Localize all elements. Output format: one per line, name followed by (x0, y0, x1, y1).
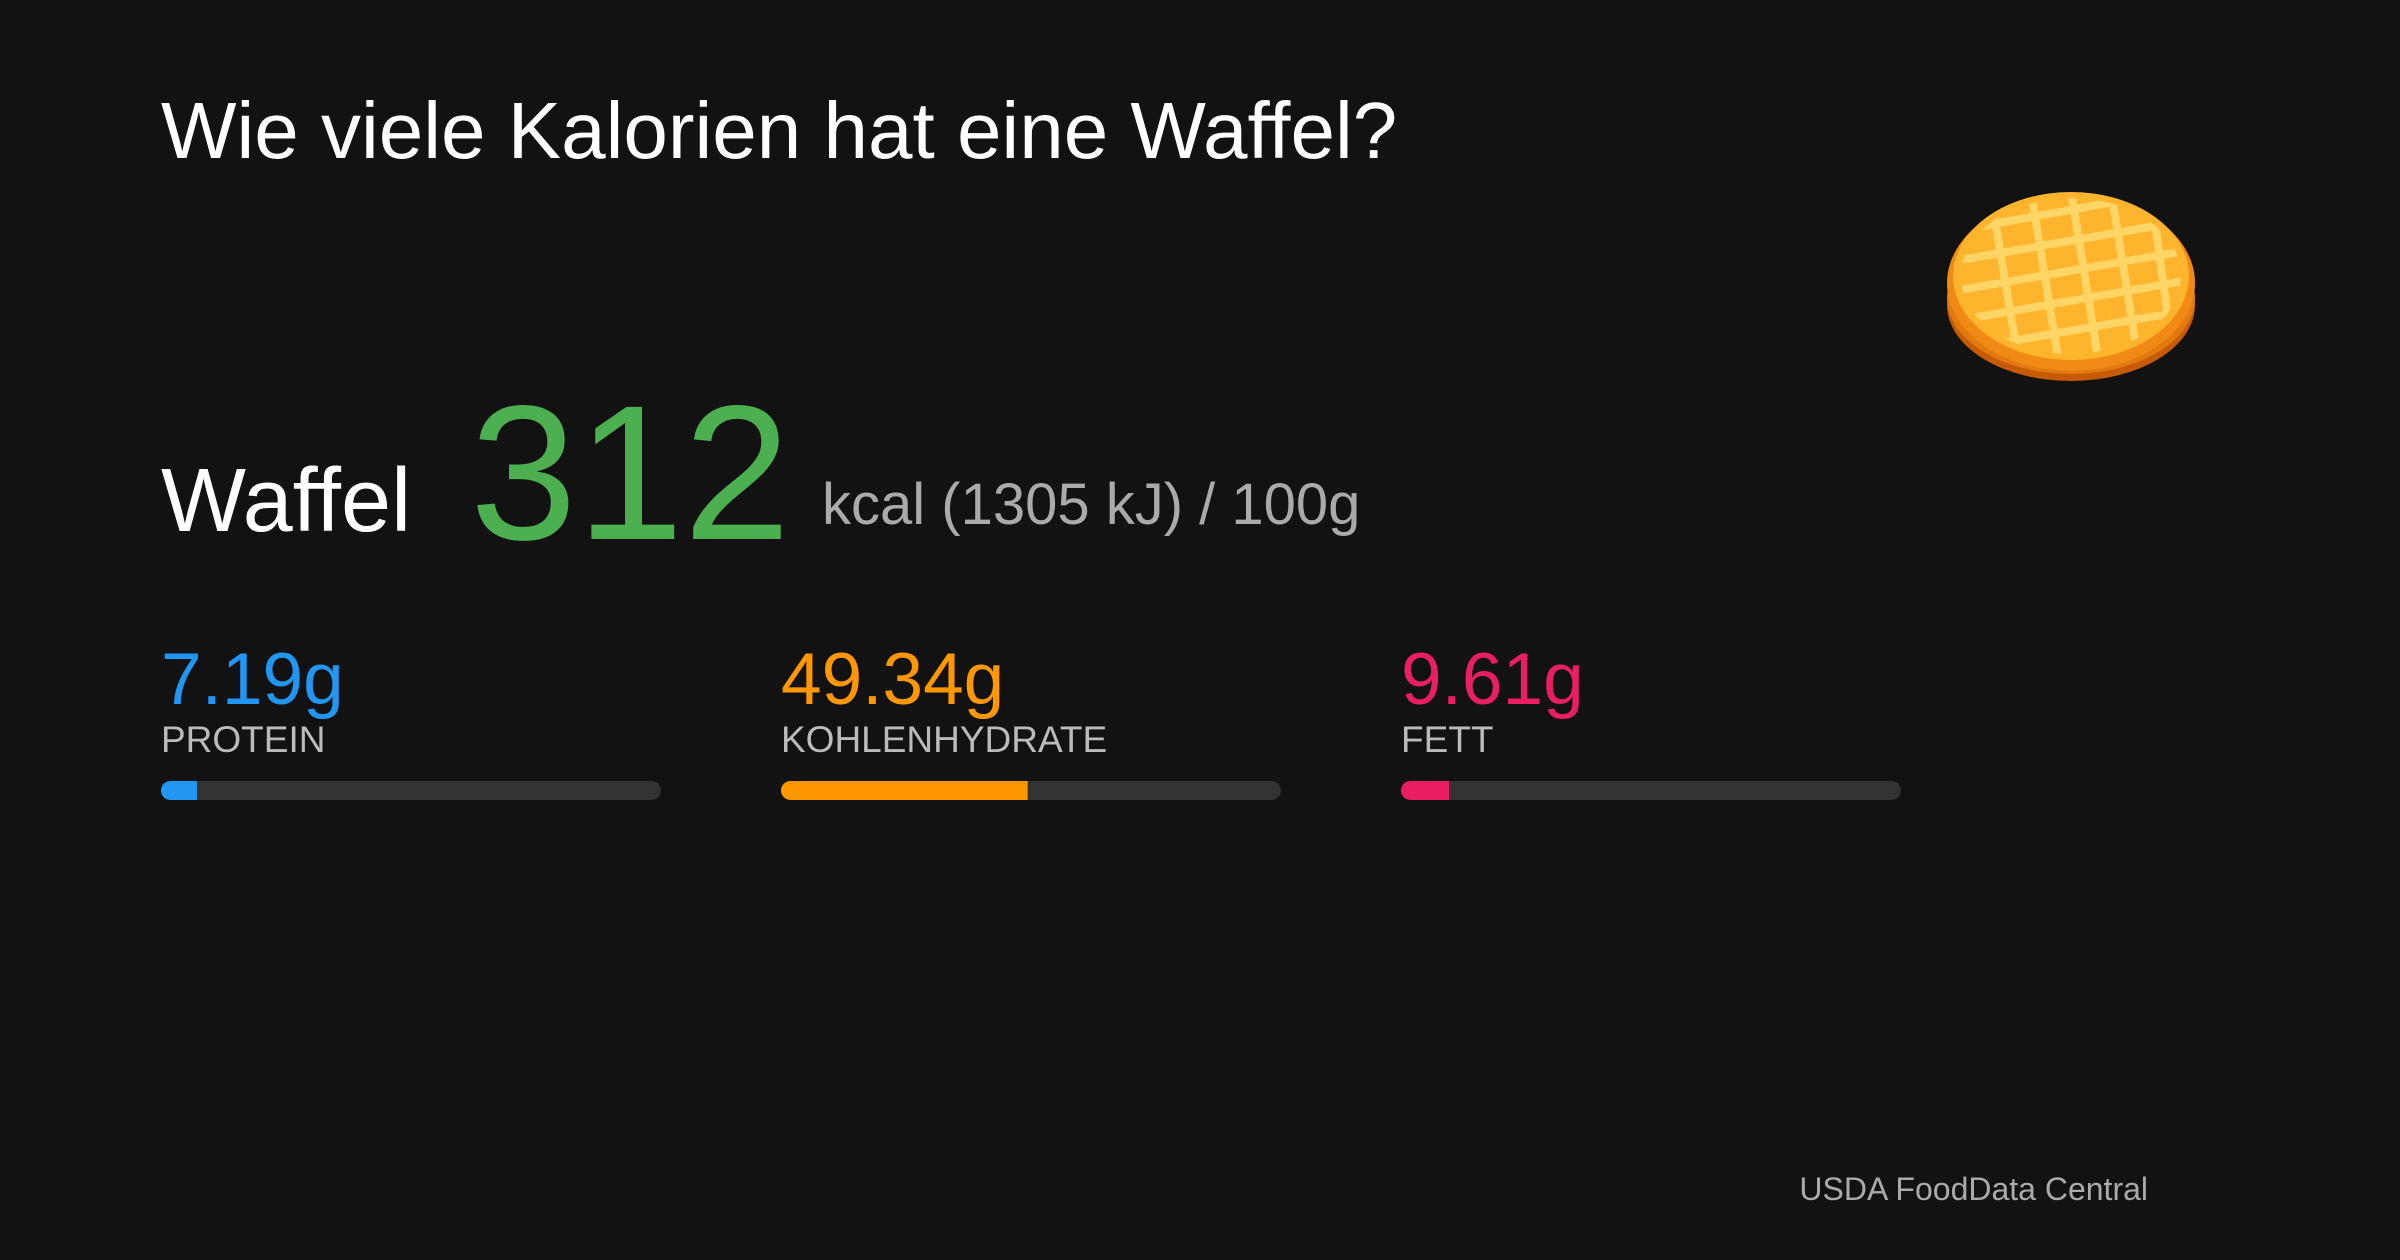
nutrient-value: 49.34g (781, 639, 1004, 720)
kcal-value: 312 (470, 365, 790, 580)
source: USDA FoodData Central (1799, 1171, 2148, 1207)
title: Wie viele Kalorien hat eine Waffel? (161, 86, 1397, 175)
bar-fill (1401, 781, 1450, 800)
kcal-unit: kcal (1305 kJ) / 100g (822, 472, 1360, 537)
bar-track (161, 781, 661, 800)
food-name: Waffel (161, 451, 411, 551)
bar-fill (161, 781, 197, 800)
nutrient-name: FETT (1401, 719, 1493, 760)
nutrient-value: 9.61g (1401, 639, 1584, 720)
waffle-icon (1947, 192, 2195, 381)
nutrient-name: PROTEIN (161, 719, 325, 760)
bar-track (1401, 781, 1901, 800)
nutrient-name: KOHLENHYDRATE (781, 719, 1107, 760)
nutrient-value: 7.19g (161, 639, 344, 720)
bar-fill (781, 781, 1028, 800)
